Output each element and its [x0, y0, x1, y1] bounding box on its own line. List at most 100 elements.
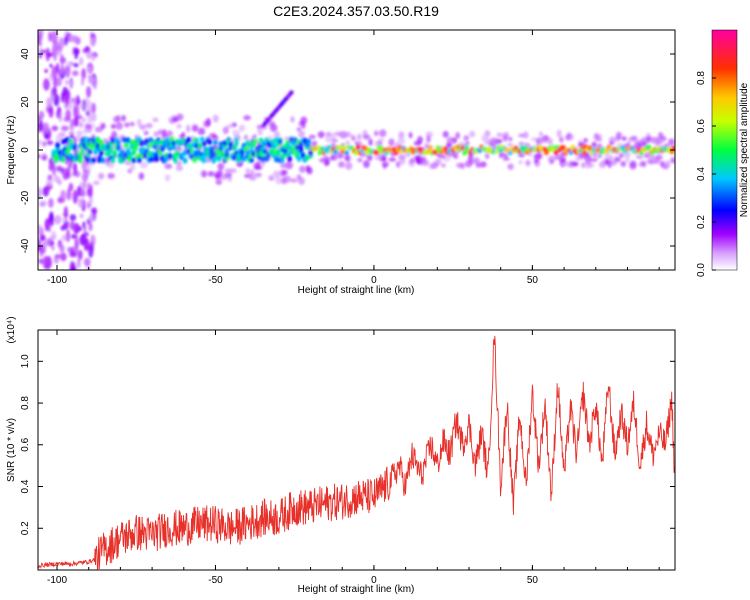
heatmap-noise-cell [83, 257, 91, 267]
heatmap-ridge-cell [112, 150, 118, 157]
colorbar-tick-label: 0.4 [696, 167, 707, 181]
colorbar-tick-label: 0.8 [696, 71, 707, 85]
heatmap-ridge-cell [342, 145, 348, 151]
heatmap-halo-cell [143, 130, 149, 136]
heatmap-halo-cell [268, 120, 276, 128]
heatmap-halo-cell [441, 163, 446, 168]
heatmap-noise-cell [49, 63, 53, 69]
heatmap-ridge-cell [194, 142, 199, 149]
heatmap-halo-cell [522, 131, 529, 139]
heatmap-halo-cell [273, 131, 281, 138]
heatmap-noise-cell [78, 237, 85, 242]
heatmap-noise-cell [91, 112, 97, 122]
heatmap-noise-cell [42, 122, 50, 134]
heatmap-halo-cell [468, 157, 474, 165]
x-tick-label: -100 [47, 275, 67, 286]
heatmap-halo-cell [635, 154, 644, 159]
heatmap-ridge-cell [304, 154, 310, 161]
heatmap-noise-cell [52, 76, 59, 88]
heatmap-noise-cell [72, 189, 79, 204]
heatmap-halo-cell [350, 134, 356, 141]
heatmap-halo-cell [257, 127, 264, 136]
heatmap-ridge-cell [249, 156, 255, 163]
heatmap-halo-cell [659, 160, 665, 168]
heatmap-halo-cell [325, 134, 333, 143]
heatmap-halo-cell [206, 117, 211, 126]
heatmap-halo-cell [572, 161, 579, 167]
heatmap-ridge-cell [121, 136, 127, 143]
heatmap-noise-cell [51, 30, 58, 44]
heatmap-halo-cell [331, 138, 338, 143]
heatmap-ridge-cell [253, 138, 258, 145]
x-tick-label: -100 [47, 575, 67, 586]
heatmap-ridge-cell [131, 157, 137, 164]
heatmap-ridge-cell [604, 148, 610, 154]
heatmap-ridge-cell [190, 141, 196, 148]
heatmap-ridge-cell [353, 150, 359, 156]
heatmap-noise-cell [69, 250, 77, 258]
heatmap-ridge-cell [376, 144, 382, 150]
heatmap-halo-cell [115, 122, 123, 130]
colorbar-tick-label: 0.0 [696, 263, 707, 277]
heatmap-ridge-cell [171, 144, 177, 151]
heatmap-halo-cell [381, 161, 389, 168]
heatmap-halo-cell [362, 134, 371, 140]
heatmap-halo-cell [624, 155, 630, 163]
heatmap-ridge-cell [279, 157, 285, 164]
heatmap-marks [38, 30, 675, 270]
heatmap-halo-cell [306, 166, 313, 175]
heatmap-halo-cell [299, 165, 306, 173]
heatmap-halo-cell [157, 129, 163, 135]
heatmap-halo-cell [646, 136, 652, 143]
heatmap-ridge-cell [296, 155, 302, 162]
heatmap-noise-cell [54, 214, 62, 225]
heatmap-ridge-cell [127, 154, 133, 161]
heatmap-halo-cell [442, 130, 449, 138]
heatmap-ridge-cell [494, 149, 500, 155]
heatmap-halo-cell [227, 176, 232, 182]
heatmap-halo-cell [55, 134, 63, 143]
heatmap-ridge-cell [435, 145, 441, 151]
heatmap-halo-cell [60, 125, 69, 132]
heatmap-halo-cell [591, 141, 597, 148]
heatmap-ridge-cell [216, 155, 222, 162]
heatmap-halo-cell [268, 174, 273, 181]
heatmap-halo-cell [284, 161, 293, 170]
heatmap-noise-cell [86, 66, 92, 73]
heatmap-noise-cell [79, 213, 84, 219]
heatmap-halo-cell [373, 130, 379, 137]
heatmap-halo-cell [275, 176, 283, 185]
heatmap-halo-cell [397, 137, 406, 145]
heatmap-ridge-cell [55, 141, 61, 148]
heatmap-halo-cell [78, 121, 84, 128]
heatmap-ridge-cell [460, 145, 466, 151]
heatmap-noise-cell [38, 115, 42, 123]
heatmap-ridge-cell [209, 146, 215, 153]
heatmap-halo-cell [81, 173, 87, 181]
heatmap-halo-cell [508, 136, 513, 142]
colorbar-tick-label: 0.2 [696, 215, 707, 229]
heatmap-noise-cell [73, 162, 78, 177]
heatmap-ridge-cell [224, 151, 230, 158]
heatmap-ridge-cell [308, 150, 313, 157]
heatmap-halo-cell [586, 163, 595, 168]
heatmap-halo-cell [542, 135, 550, 142]
heatmap-ridge-cell [72, 143, 78, 150]
heatmap-noise-cell [41, 141, 47, 147]
heatmap-ridge-cell [523, 145, 528, 151]
heatmap-ridge-cell [78, 157, 83, 164]
heatmap-noise-cell [78, 56, 84, 66]
heatmap-noise-cell [39, 251, 43, 257]
heatmap-ridge-cell [201, 140, 207, 147]
heatmap-ridge-cell [194, 137, 199, 144]
heatmap-halo-cell [338, 161, 345, 168]
heatmap-ridge-cell [144, 138, 150, 145]
y-tick-label: 0.8 [20, 396, 31, 410]
heatmap-halo-cell [120, 115, 126, 122]
heatmap-ridge-cell [89, 144, 95, 151]
heatmap-noise-cell [73, 106, 80, 120]
heatmap-ridge-cell [306, 143, 312, 150]
heatmap-noise-cell [77, 198, 84, 208]
heatmap-halo-cell [229, 168, 237, 174]
heatmap-ridge-cell [270, 138, 275, 145]
